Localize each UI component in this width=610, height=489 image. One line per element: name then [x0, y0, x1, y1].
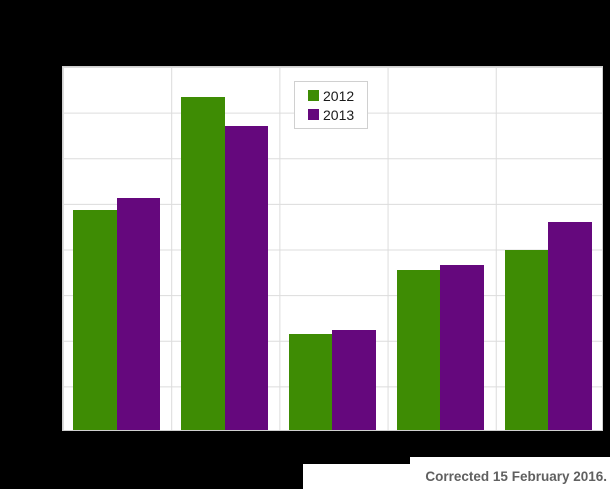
bar-2013-group-3: [332, 330, 376, 430]
bar-group-1: [63, 67, 171, 430]
legend-item-2012: 2012: [308, 86, 367, 105]
redaction-source-text: [0, 457, 303, 489]
legend-label-2012: 2012: [323, 87, 355, 104]
bar-2013-group-4: [440, 264, 484, 430]
bar-2013-group-2: [224, 126, 269, 430]
bar-group-4: [386, 67, 494, 430]
bar-2013-group-5: [548, 221, 592, 430]
bar-2012-group-2: [181, 97, 225, 430]
redaction-source-text-edge: [303, 457, 410, 464]
bar-group-3: [279, 67, 387, 430]
bar-2012-group-4: [396, 269, 441, 430]
legend-swatch-2013-icon: [308, 109, 319, 120]
correction-note: Corrected 15 February 2016.: [425, 469, 607, 484]
bar-2012-group-5: [504, 249, 549, 430]
bar-2012-group-3: [288, 333, 333, 430]
legend: 2012 2013: [294, 81, 368, 129]
legend-swatch-2012-icon: [308, 90, 319, 101]
legend-item-2013: 2013: [308, 105, 367, 124]
bar-2012-group-1: [73, 209, 117, 430]
redaction-y-axis-labels: [0, 66, 62, 431]
bar-group-5: [494, 67, 602, 430]
bar-group-2: [171, 67, 279, 430]
legend-label-2013: 2013: [323, 106, 355, 123]
bar-groups: [63, 67, 602, 430]
redaction-title-bar: [0, 0, 610, 66]
redaction-right-strip: [603, 66, 610, 431]
bar-2013-group-1: [116, 198, 161, 430]
redaction-x-axis-labels: [0, 431, 610, 457]
